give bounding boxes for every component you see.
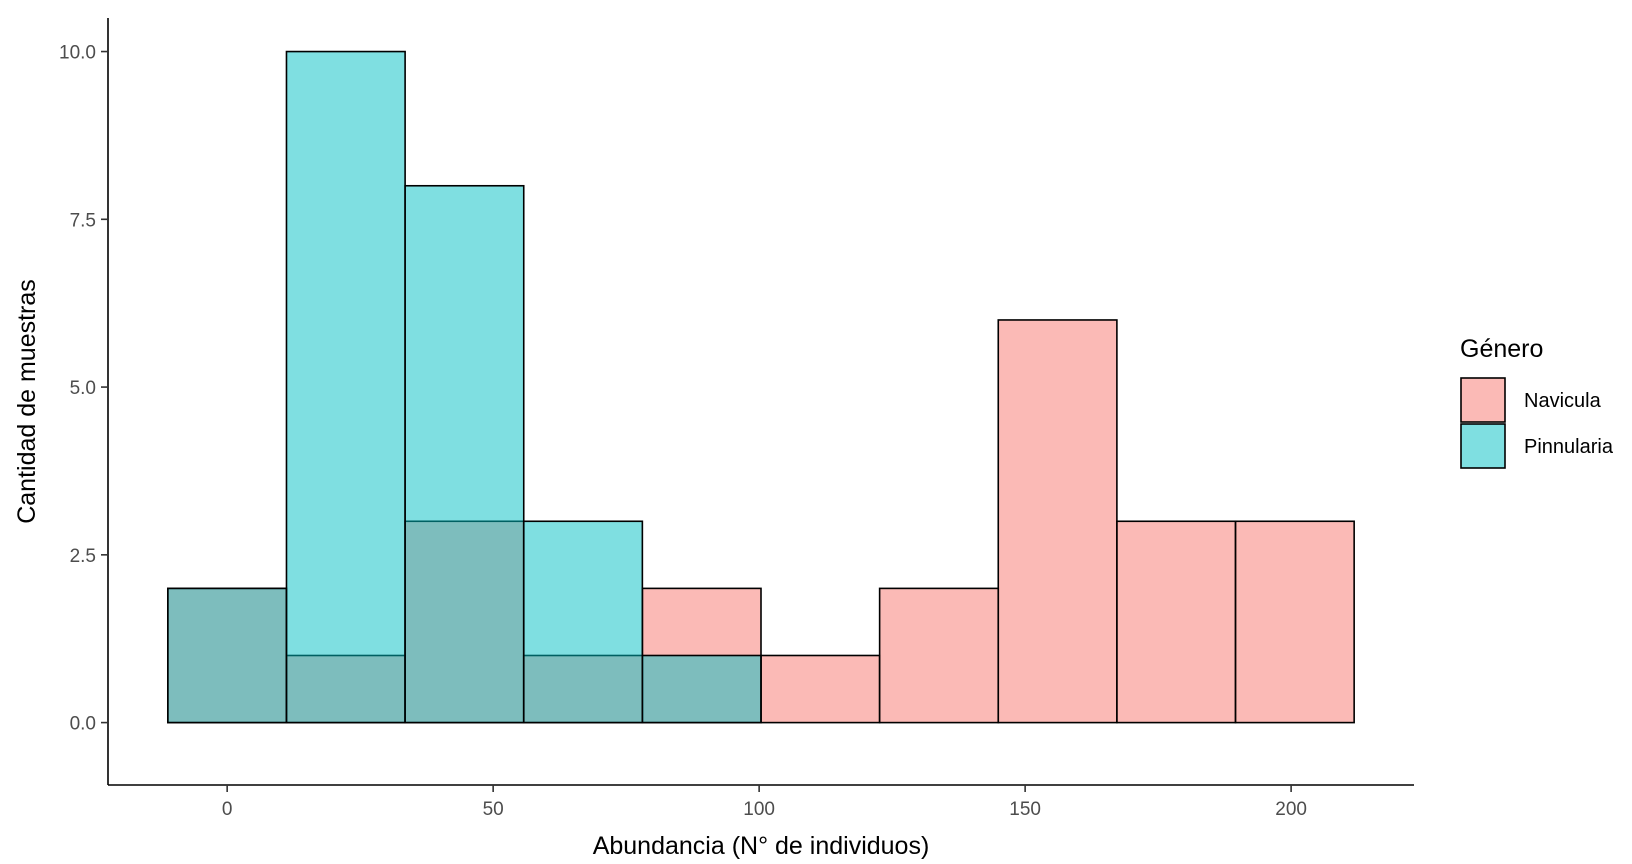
y-axis-title: Cantidad de muestras: [13, 279, 41, 524]
legend-title: Género: [1460, 335, 1543, 363]
y-tick-label: 2.5: [70, 546, 96, 567]
series-pinnularia: [167, 50, 762, 724]
x-tick-label: 100: [743, 799, 775, 820]
bar-navicula-bin-8: [997, 319, 1118, 724]
bar-pinnularia-bin-5: [641, 654, 762, 724]
bar-pinnularia-bin-1: [167, 587, 288, 724]
y-tick-label: 5.0: [70, 378, 96, 399]
legend-item-pinnularia: Pinnularia: [1460, 423, 1614, 469]
bar-navicula-bin-6: [760, 654, 881, 724]
bar-navicula-bin-9: [1116, 520, 1237, 724]
bar-pinnularia-bin-4: [522, 520, 644, 724]
x-tick-label: 0: [222, 799, 233, 820]
bar-navicula-bin-7: [878, 587, 1000, 724]
legend: Género Navicula Pinnularia: [1460, 335, 1614, 469]
legend-item-navicula: Navicula: [1460, 377, 1602, 423]
y-tick-label: 0.0: [70, 714, 96, 735]
x-tick-label: 150: [1009, 799, 1041, 820]
legend-key: [1460, 423, 1506, 469]
x-tick-label: 50: [483, 799, 504, 820]
bar-navicula-bin-10: [1234, 520, 1355, 724]
legend-label: Pinnularia: [1524, 436, 1614, 458]
bar-pinnularia-bin-2: [285, 50, 406, 724]
axes: 0.0 2.5 5.0 7.5 10.0 0 50 100 150 200: [59, 18, 1414, 820]
bar-pinnularia-bin-3: [404, 184, 525, 724]
x-tick-label: 200: [1275, 799, 1307, 820]
y-tick-label: 7.5: [70, 210, 96, 231]
legend-key: [1460, 377, 1506, 423]
plot-area: [167, 50, 1355, 724]
x-axis-title: Abundancia (N° de individuos): [593, 832, 930, 860]
legend-label: Navicula: [1524, 390, 1602, 412]
y-tick-label: 10.0: [59, 43, 96, 64]
